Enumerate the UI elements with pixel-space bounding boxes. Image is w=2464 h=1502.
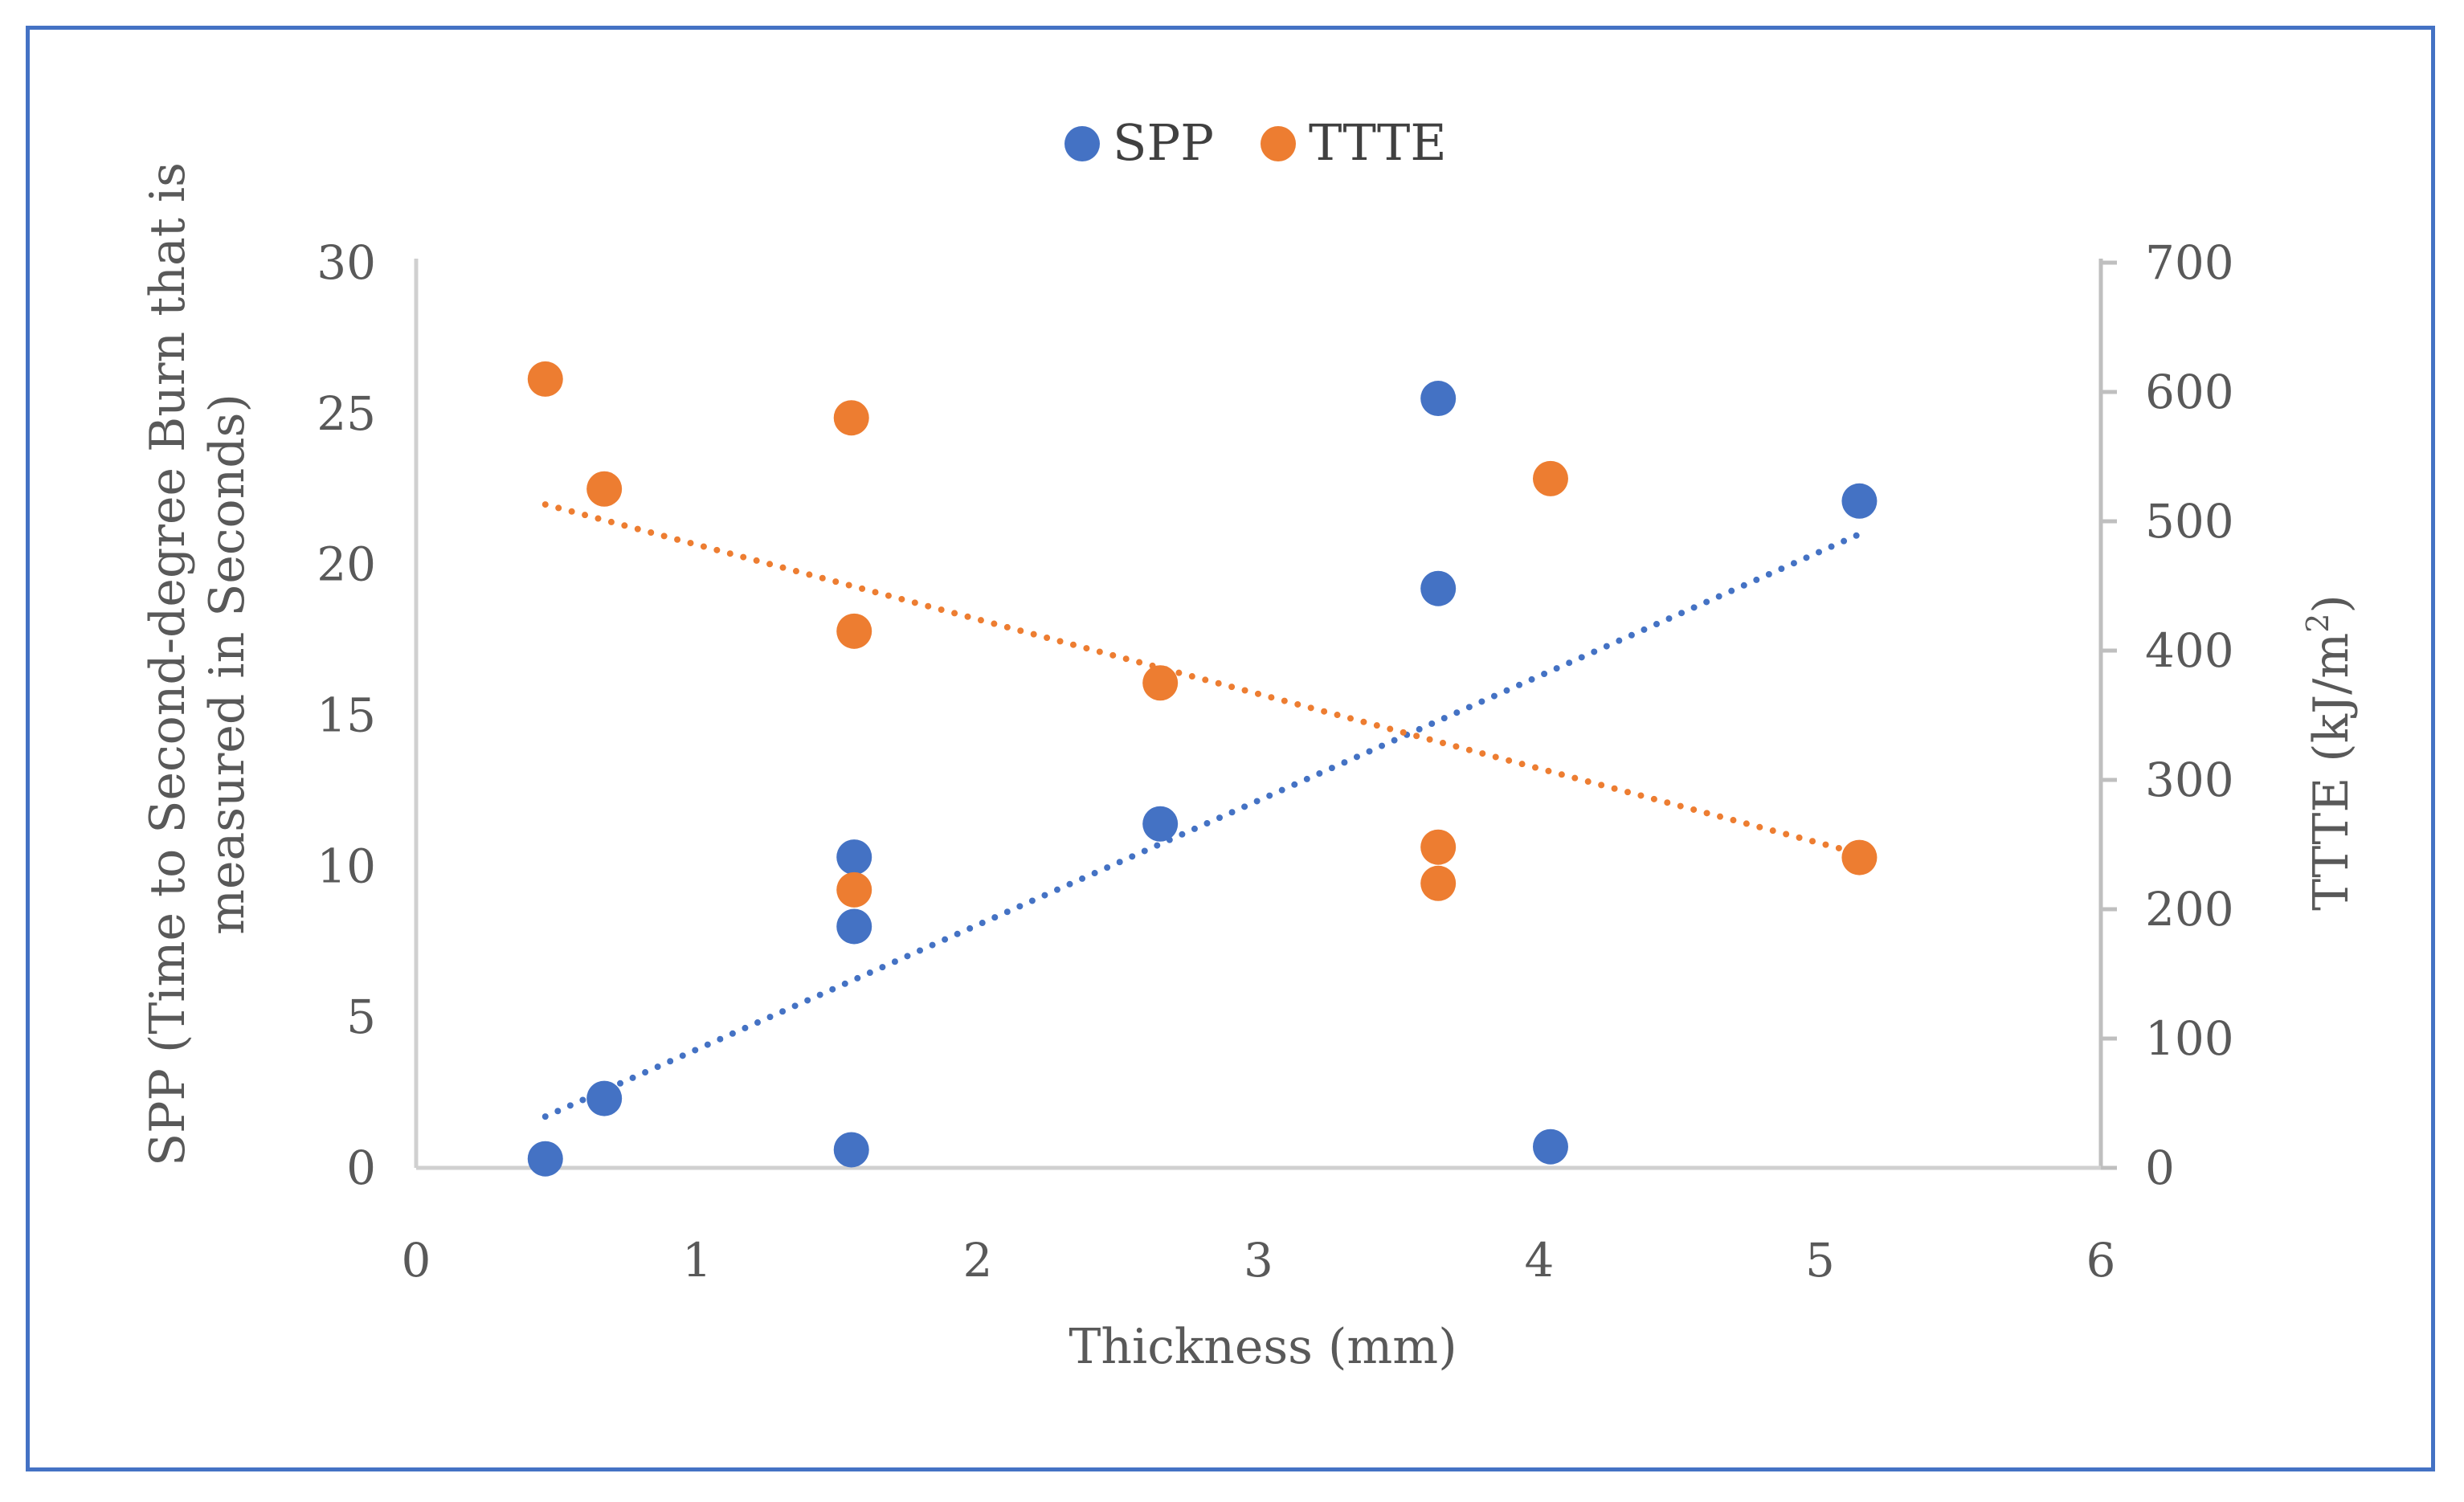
spp-point [1841,483,1878,519]
legend-marker-ttte [1261,126,1296,161]
y2-tick-label: 200 [2145,882,2234,937]
y2-tick-label: 0 [2145,1141,2175,1195]
spp-point [836,839,872,875]
ttte-point [836,613,872,649]
legend-marker-spp [1064,126,1100,161]
x-tick-label: 5 [1805,1233,1835,1288]
chart-frame: 0 1 2 3 4 5 6 0 5 10 15 20 25 30 0 100 200 300 400 500 600 70… [26,26,2435,1471]
legend-label-ttte: TTTE [1309,113,1447,172]
ttte-point [1841,839,1878,875]
y-axis-title: SPP (Time to Second-degree Burn that is … [140,162,255,1166]
y2-axis-title: TTTE (kJ/m2) [2300,594,2360,911]
y-tick-label: 5 [346,990,376,1044]
y2-axis-title-main: TTTE (kJ/m [2303,633,2360,911]
ttte-point [833,400,869,436]
y2-axis-title-sup: 2 [2300,614,2335,633]
x-tick-label: 4 [1525,1233,1555,1288]
trendlines-group [541,501,1863,1120]
ttte-trendline [541,501,1863,857]
y2-tick-label: 600 [2145,365,2234,419]
y-tick-label: 25 [317,386,376,441]
y2-tick-label: 300 [2145,753,2234,807]
y2-tick-label: 100 [2145,1011,2234,1066]
ttte-point [1142,665,1179,701]
spp-trendline [541,531,1863,1120]
x-tick-label: 0 [402,1233,431,1288]
ttte-point [527,361,563,397]
spp-point [1420,570,1457,606]
y-tick-label: 30 [317,235,376,290]
svg-text:TTTE (kJ/m2): TTTE (kJ/m2) [2300,594,2360,911]
x-tick-label: 2 [963,1233,993,1288]
tick-labels-group: 0 1 2 3 4 5 6051015202530010020030040050060070… [317,235,2234,1288]
ttte-point [1420,865,1457,901]
ttte-point [1532,460,1568,496]
ttte-point [1420,829,1457,865]
spp-point [833,1132,869,1168]
spp-point [836,908,872,945]
y-tick-label: 15 [317,688,376,743]
axes-group [414,259,2117,1170]
y-tick-label: 20 [317,537,376,592]
spp-point [1420,381,1457,417]
ttte-point [586,471,623,507]
x-tick-label: 3 [1244,1233,1273,1288]
points-group [527,361,1878,1177]
y-axis-title-line-2: measured in Seconds) [199,394,255,935]
y-tick-label: 0 [346,1141,376,1195]
y2-axis-title-end: ) [2303,594,2360,613]
y2-tick-label: 500 [2145,494,2234,549]
spp-point [527,1141,563,1177]
y-axis-title-line-1: SPP (Time to Second-degree Burn that is [140,162,196,1166]
y2-tick-label: 400 [2145,623,2234,678]
legend-label-spp: SPP [1113,113,1214,172]
x-tick-label: 6 [2086,1233,2116,1288]
spp-point [586,1080,623,1116]
x-tick-label: 1 [682,1233,712,1288]
legend: SPP TTTE [1064,113,1447,172]
scatter-chart: 0 1 2 3 4 5 6051015202530010020030040050060070… [140,113,2360,1375]
spp-point [1142,806,1179,842]
spp-point [1532,1129,1568,1165]
y2-tick-label: 700 [2145,235,2234,290]
y-tick-label: 10 [317,839,376,893]
x-axis-title: Thickness (mm) [1069,1319,1457,1375]
ttte-point [836,871,872,908]
